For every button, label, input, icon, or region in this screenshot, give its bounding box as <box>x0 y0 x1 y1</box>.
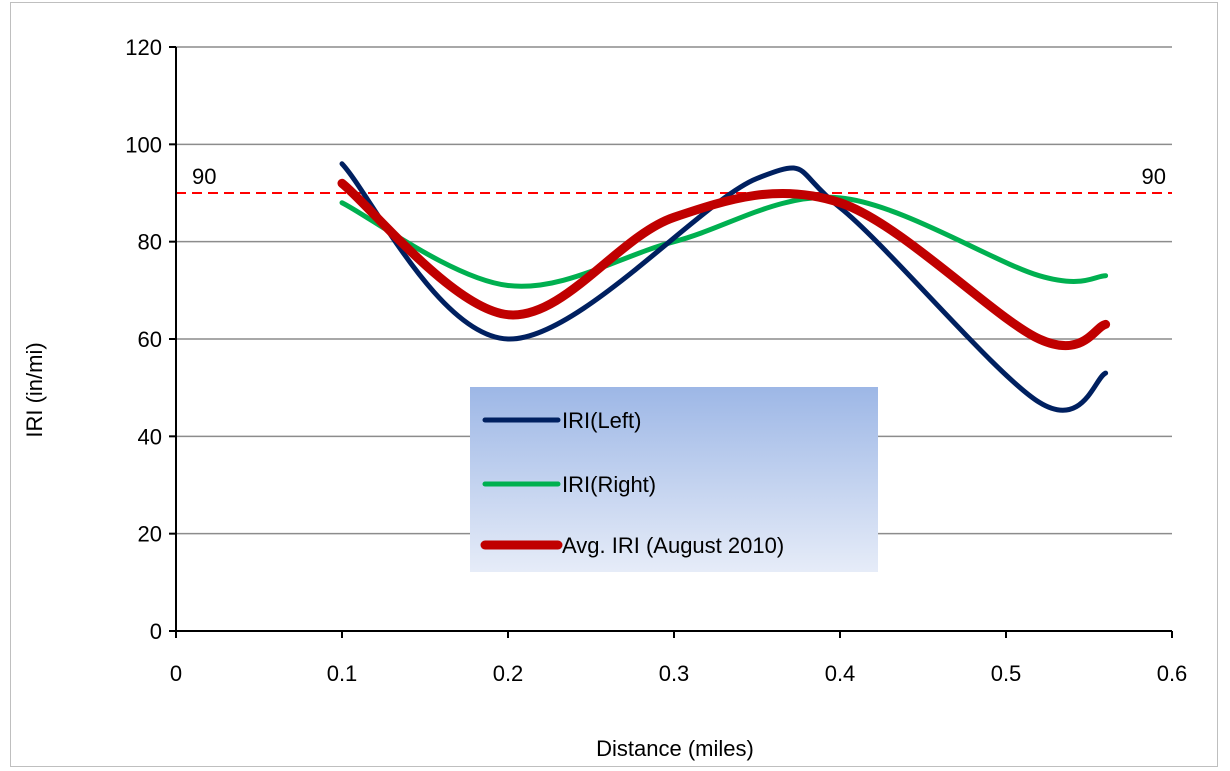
axes: 0 20 40 60 80 100 120 0 0.1 0.2 0.3 0.4 0.5 0.6 <box>125 35 1187 686</box>
gridlines <box>176 46 1172 535</box>
legend-label-1: IRI(Right) <box>562 472 656 497</box>
series-line-0 <box>339 161 1109 413</box>
reference-label-right: 90 <box>1142 164 1166 189</box>
series-line-1 <box>339 194 1109 289</box>
y-tick-label-2: 40 <box>138 424 162 449</box>
legend: IRI(Left) IRI(Right) Avg. IRI (August 2010… <box>470 387 878 572</box>
y-tick-label-4: 80 <box>138 230 162 255</box>
series-line-2 <box>337 178 1111 351</box>
legend-label-0: IRI(Left) <box>562 408 641 433</box>
x-tick-label-2: 0.2 <box>493 661 524 686</box>
x-tick-label-6: 0.6 <box>1157 661 1188 686</box>
y-tick-label-3: 60 <box>138 327 162 352</box>
x-tick-label-1: 0.1 <box>327 661 358 686</box>
legend-label-2: Avg. IRI (August 2010) <box>562 533 784 558</box>
x-axis-title: Distance (miles) <box>596 736 754 761</box>
y-tick-label-6: 120 <box>125 35 162 60</box>
reference-label-left: 90 <box>192 164 216 189</box>
y-tick-label-0: 0 <box>150 619 162 644</box>
reference-line-group: 90 90 <box>176 164 1172 194</box>
x-tick-label-0: 0 <box>170 661 182 686</box>
series-group <box>337 161 1111 413</box>
y-tick-label-1: 20 <box>138 522 162 547</box>
y-tick-label-5: 100 <box>125 132 162 157</box>
x-tick-label-5: 0.5 <box>991 661 1022 686</box>
x-tick-label-3: 0.3 <box>659 661 690 686</box>
y-axis-title: IRI (in/mi) <box>22 342 47 437</box>
x-tick-label-4: 0.4 <box>825 661 856 686</box>
